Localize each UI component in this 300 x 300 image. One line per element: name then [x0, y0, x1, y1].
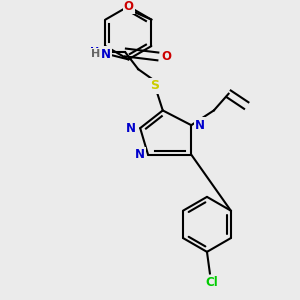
Text: O: O [162, 50, 172, 63]
Text: O: O [124, 0, 134, 13]
Text: HN: HN [90, 47, 108, 58]
Text: N: N [126, 122, 136, 135]
Text: N: N [101, 48, 111, 61]
Text: N: N [135, 148, 145, 161]
Text: S: S [150, 80, 159, 92]
Text: H: H [92, 50, 100, 59]
Text: Cl: Cl [206, 276, 218, 289]
Text: N: N [195, 119, 205, 132]
